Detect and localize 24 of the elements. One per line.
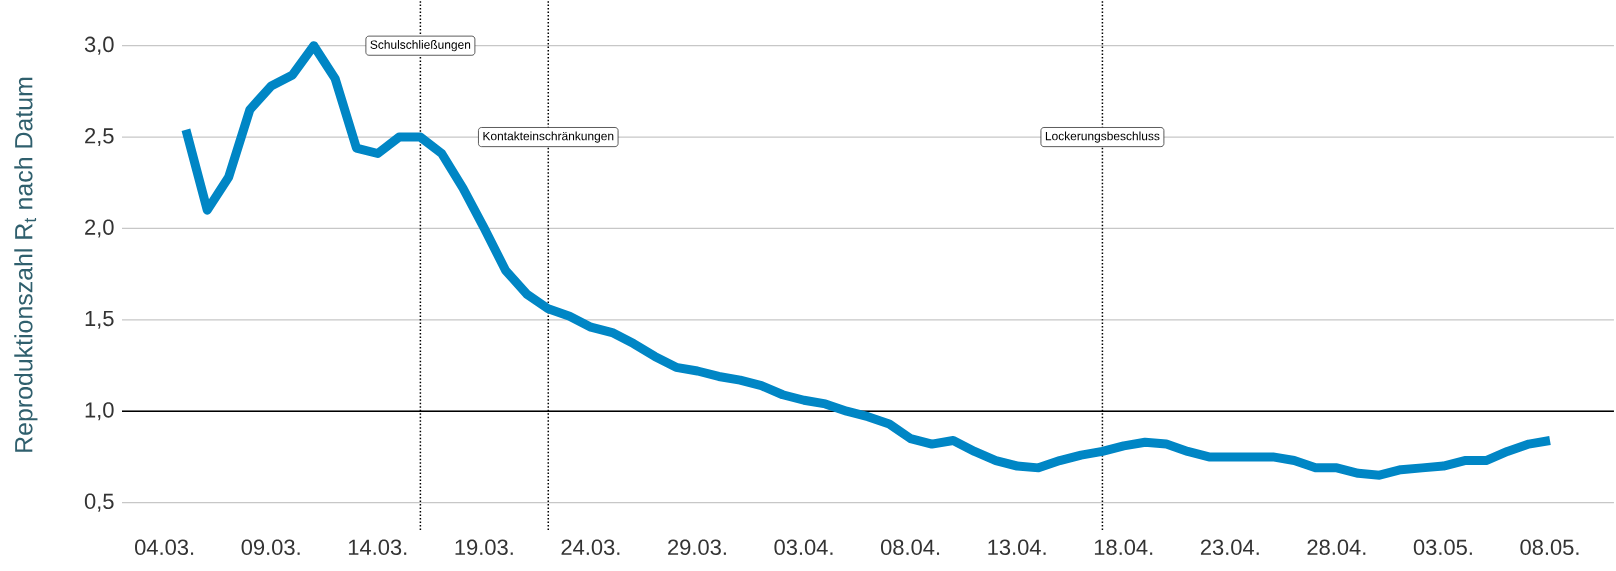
y-axis-title: Reproduktionszahl R$_{t}$ nach Datum (14, 77, 38, 452)
x-tick-label: 29.03. (668, 539, 726, 556)
annotation: Lockerungsbeschluss (1045, 131, 1160, 143)
x-tick-label: 03.04. (774, 539, 833, 556)
x-tick-label: 08.04. (880, 539, 940, 556)
x-tick-label: 08.05. (1520, 539, 1579, 556)
x-tick-label: 18.04. (1094, 539, 1153, 556)
y-tick-label: 2,0 (85, 219, 114, 238)
y-tick-label: 0,5 (84, 493, 114, 512)
y-tick-label: 1,5 (85, 310, 114, 329)
x-tick-label: 04.03. (135, 539, 194, 556)
x-tick-label: 28.04. (1307, 539, 1366, 556)
y-tick-label: 2,5 (85, 128, 114, 147)
y-tick-label: 1,0 (85, 402, 114, 421)
annotation: Kontakteinschränkungen (483, 131, 614, 143)
x-tick-label: 09.03. (241, 539, 300, 556)
x-tick-label: 14.03. (348, 539, 407, 556)
x-tick-label: 03.05. (1413, 539, 1472, 556)
x-tick-label: 19.03. (455, 539, 513, 556)
x-tick-label: 13.04. (988, 539, 1046, 556)
x-tick-label: 24.03. (561, 539, 620, 556)
annotation: Schulschließungen (370, 40, 471, 52)
y-tick-label: 3,0 (84, 36, 114, 55)
x-tick-label: 23.04. (1200, 539, 1259, 556)
